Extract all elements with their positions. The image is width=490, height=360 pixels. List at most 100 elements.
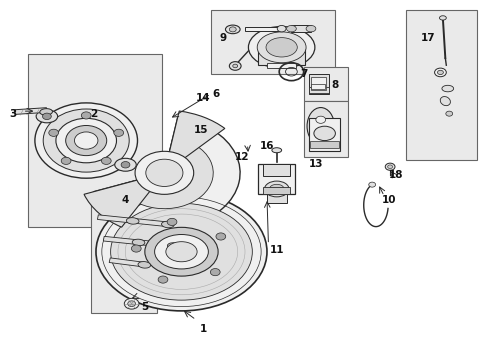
Text: 10: 10 [382, 195, 396, 205]
Ellipse shape [138, 262, 150, 268]
Circle shape [56, 118, 117, 163]
Bar [309, 118, 340, 150]
Ellipse shape [145, 227, 218, 276]
Text: 4: 4 [122, 195, 129, 205]
Text: 8: 8 [332, 80, 339, 90]
Ellipse shape [126, 218, 139, 224]
Circle shape [435, 68, 446, 77]
Text: 6: 6 [212, 89, 220, 99]
Wedge shape [164, 111, 225, 173]
Ellipse shape [266, 38, 297, 57]
Text: 3: 3 [9, 109, 17, 119]
Ellipse shape [225, 25, 240, 34]
Circle shape [146, 159, 183, 186]
Ellipse shape [132, 239, 145, 246]
Bar [133, 219, 170, 227]
Ellipse shape [96, 193, 267, 311]
Bar [406, 10, 477, 160]
Ellipse shape [440, 96, 450, 105]
Ellipse shape [155, 234, 208, 269]
Bar [310, 87, 329, 93]
Wedge shape [93, 118, 240, 228]
Circle shape [81, 112, 91, 119]
Circle shape [316, 129, 326, 136]
Bar [15, 108, 47, 114]
Text: 11: 11 [270, 245, 284, 255]
Bar [267, 63, 296, 68]
Circle shape [438, 70, 443, 75]
Ellipse shape [272, 148, 282, 153]
Text: 13: 13 [309, 159, 323, 169]
Bar [245, 27, 282, 31]
Circle shape [49, 129, 59, 136]
Ellipse shape [314, 126, 335, 140]
Circle shape [121, 162, 130, 168]
Text: 17: 17 [421, 33, 436, 43]
Circle shape [277, 26, 286, 32]
Circle shape [66, 126, 107, 156]
Ellipse shape [115, 158, 136, 171]
Circle shape [131, 245, 141, 252]
Ellipse shape [40, 109, 52, 115]
Circle shape [369, 182, 376, 187]
Ellipse shape [270, 184, 284, 194]
Bar [312, 77, 326, 90]
Ellipse shape [111, 203, 252, 300]
Circle shape [43, 113, 51, 120]
Circle shape [74, 132, 98, 149]
Circle shape [35, 103, 138, 178]
Bar [91, 202, 157, 313]
Bar [312, 84, 325, 89]
Text: 12: 12 [235, 152, 250, 162]
Bar [139, 240, 175, 248]
Bar [304, 101, 347, 157]
Text: 14: 14 [196, 93, 211, 103]
Ellipse shape [306, 26, 316, 32]
Bar [258, 164, 295, 194]
Circle shape [114, 129, 123, 136]
Circle shape [124, 298, 139, 309]
Circle shape [446, 111, 453, 116]
Bar [292, 26, 311, 32]
Bar [103, 237, 141, 245]
Text: 18: 18 [389, 170, 404, 180]
Circle shape [233, 64, 238, 68]
Circle shape [167, 218, 177, 225]
Ellipse shape [248, 27, 315, 68]
Bar [258, 47, 305, 64]
Text: 7: 7 [300, 69, 307, 79]
Bar [310, 140, 339, 148]
Ellipse shape [265, 181, 289, 197]
Circle shape [385, 163, 395, 170]
Ellipse shape [166, 242, 197, 262]
Circle shape [128, 301, 136, 307]
Bar [27, 54, 162, 226]
Wedge shape [84, 173, 164, 227]
Bar [211, 10, 335, 74]
Circle shape [135, 151, 194, 194]
Ellipse shape [162, 221, 174, 228]
Circle shape [216, 233, 226, 240]
Ellipse shape [442, 85, 454, 92]
Ellipse shape [287, 26, 296, 32]
Text: 9: 9 [220, 33, 226, 43]
Text: 1: 1 [200, 324, 207, 334]
Ellipse shape [36, 110, 58, 123]
Text: 2: 2 [90, 109, 97, 119]
Circle shape [61, 157, 71, 165]
Bar [304, 67, 347, 101]
Ellipse shape [257, 32, 306, 63]
Circle shape [43, 109, 129, 172]
Bar [263, 164, 290, 176]
Ellipse shape [440, 16, 446, 20]
Circle shape [158, 276, 168, 283]
Text: 15: 15 [194, 125, 208, 135]
Bar [309, 74, 329, 94]
Circle shape [316, 116, 326, 123]
Ellipse shape [168, 243, 180, 249]
Circle shape [210, 269, 220, 276]
Text: 16: 16 [260, 141, 274, 151]
Bar [98, 215, 135, 223]
Circle shape [229, 62, 241, 70]
Wedge shape [119, 138, 213, 209]
